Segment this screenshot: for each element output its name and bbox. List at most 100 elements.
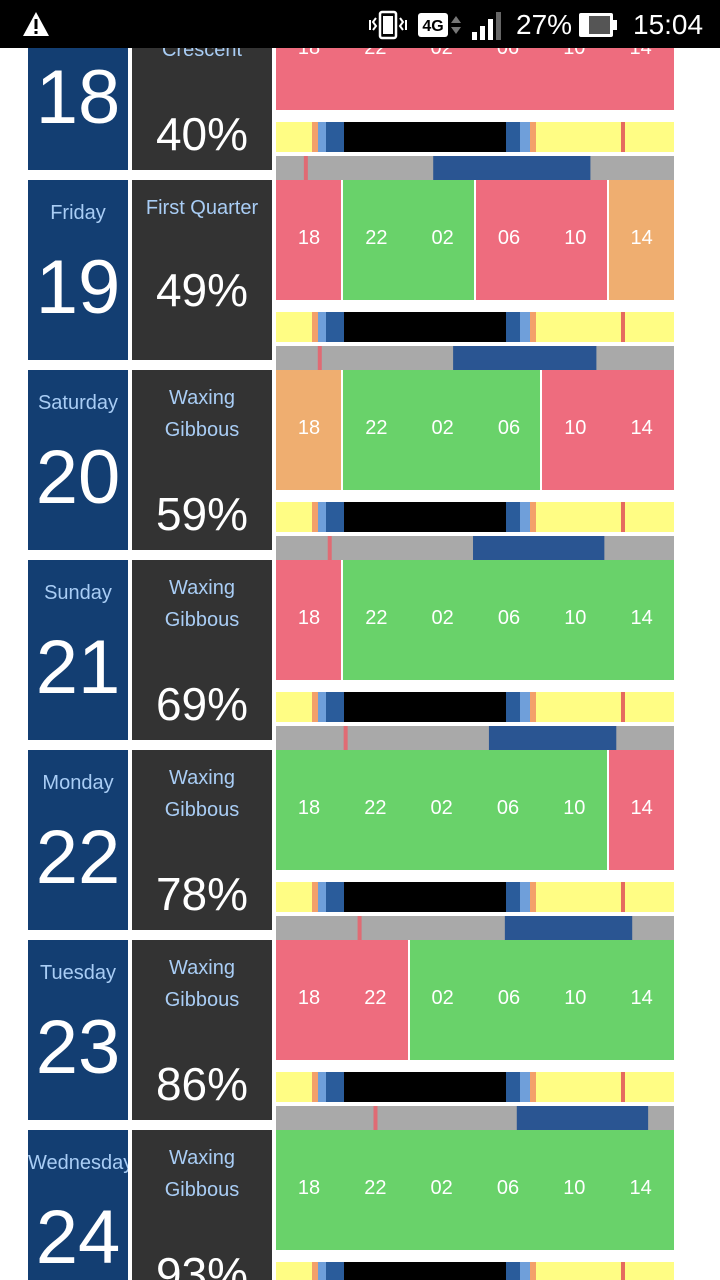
moon-visibility-bar bbox=[276, 916, 674, 940]
rating-block-orange[interactable]: 14 bbox=[608, 180, 674, 300]
rating-block-red[interactable]: 18 bbox=[276, 560, 342, 680]
rating-block-red[interactable]: 06 10 bbox=[475, 180, 607, 300]
hour-label: 14 bbox=[630, 797, 653, 819]
day-row[interactable]: Tuesday 23 Waxing Gibbous 86% 18 22 02 06 10 14 bbox=[0, 940, 720, 1130]
moonrise-marker bbox=[357, 916, 362, 940]
daylight-bar bbox=[276, 882, 674, 912]
hour-label: 10 bbox=[564, 417, 587, 439]
dawn-segment bbox=[506, 692, 520, 722]
warning-icon bbox=[23, 12, 49, 36]
hour-ratings[interactable]: 18 22 02 06 10 14 bbox=[276, 1130, 674, 1250]
hour-label: 22 bbox=[364, 1177, 387, 1199]
twilight-segment bbox=[326, 1072, 344, 1102]
hour-ratings[interactable]: 18 22 02 06 10 14 bbox=[276, 940, 674, 1060]
day-row[interactable]: Saturday 20 Waxing Gibbous 59% 18 22 02 06 10 14 bbox=[0, 370, 720, 560]
moonrise-marker bbox=[343, 726, 348, 750]
day-cell: Sunday 21 bbox=[28, 560, 128, 740]
hour-ratings[interactable]: 18 22 02 06 10 14 bbox=[276, 180, 674, 300]
hour-label: 02 bbox=[430, 797, 453, 819]
hour-label: 18 bbox=[297, 797, 321, 819]
moon-visibility-bar bbox=[276, 1106, 674, 1130]
day-date: 21 bbox=[35, 625, 121, 710]
hour-label: 10 bbox=[563, 1177, 586, 1199]
day-row[interactable]: Monday 22 Waxing Gibbous 78% 18 22 02 06 10 14 bbox=[0, 750, 720, 940]
moon-up-segment bbox=[516, 1106, 649, 1130]
forecast-list-content: Thursday18WaxingCrescent40%182202061014F… bbox=[0, 48, 720, 1280]
hour-label: 14 bbox=[629, 1177, 652, 1199]
hour-label: 02 bbox=[431, 227, 454, 249]
moon-illumination: 86% bbox=[155, 1058, 249, 1110]
daylight-bar bbox=[276, 502, 674, 532]
dawn-light-segment bbox=[520, 1262, 530, 1280]
hour-label: 18 bbox=[297, 607, 321, 629]
rating-block-green[interactable]: 18 22 02 06 10 bbox=[276, 750, 607, 870]
dawn-segment bbox=[506, 122, 520, 152]
moonrise-marker bbox=[317, 346, 322, 370]
sunset-marker bbox=[312, 502, 318, 532]
rating-block-red[interactable]: 14 bbox=[608, 750, 674, 870]
moon-illumination: 78% bbox=[155, 868, 249, 920]
sunrise-marker bbox=[530, 502, 536, 532]
rating-block-green[interactable]: 18 22 02 06 10 14 bbox=[276, 1130, 674, 1250]
hour-label: 18 bbox=[297, 48, 321, 59]
dusk-segment bbox=[318, 1072, 328, 1102]
battery-percent: 27% bbox=[516, 9, 573, 40]
sunset-marker bbox=[312, 122, 318, 152]
rating-block-red[interactable]: 10 14 bbox=[542, 370, 674, 490]
noon-marker bbox=[621, 122, 625, 152]
rating-block-green[interactable]: 22 02 06 bbox=[343, 370, 541, 490]
noon-marker bbox=[621, 692, 625, 722]
hour-label: 06 bbox=[497, 607, 521, 629]
hour-ratings[interactable]: 18 22 02 06 10 14 bbox=[276, 560, 674, 680]
sunset-marker bbox=[312, 882, 318, 912]
night-segment bbox=[344, 692, 506, 722]
rating-block-red[interactable]: 18 22 bbox=[276, 940, 408, 1060]
day-name: Saturday bbox=[37, 392, 119, 414]
hour-label: 18 bbox=[297, 227, 321, 249]
moon-visibility-bar bbox=[276, 346, 674, 370]
hour-ratings[interactable]: 18 22 02 06 10 14 bbox=[276, 370, 674, 490]
hour-label: 14 bbox=[630, 227, 653, 249]
noon-marker bbox=[621, 502, 625, 532]
hour-label: 06 bbox=[497, 227, 521, 249]
dawn-light-segment bbox=[520, 692, 530, 722]
hour-ratings[interactable]: 18 22 02 06 10 14 bbox=[276, 750, 674, 870]
hour-label: 14 bbox=[630, 987, 653, 1009]
day-row[interactable]: Wednesday 24 Waxing Gibbous 93% 18 22 02 06 10 14 bbox=[0, 1130, 720, 1280]
dusk-segment bbox=[318, 122, 328, 152]
day-row[interactable]: Friday 19 First Quarter 49% 18 22 02 06 10 14 bbox=[0, 180, 720, 370]
twilight-segment bbox=[326, 1262, 344, 1280]
night-segment bbox=[344, 1262, 506, 1280]
night-segment bbox=[344, 122, 506, 152]
day-cell: Friday 19 bbox=[28, 180, 128, 360]
daylight-bar bbox=[276, 1072, 674, 1102]
dusk-segment bbox=[318, 1262, 328, 1280]
clock: 15:04 bbox=[633, 9, 704, 40]
rating-block-red[interactable]: 18 bbox=[276, 180, 342, 300]
hour-label: 10 bbox=[563, 797, 586, 819]
day-cell: Monday 22 bbox=[28, 750, 128, 930]
daylight-bar bbox=[276, 692, 674, 722]
day-row[interactable]: Sunday 21 Waxing Gibbous 69% 18 22 02 06 10 14 bbox=[0, 560, 720, 750]
rating-block-orange[interactable]: 18 bbox=[276, 370, 342, 490]
sunset-marker bbox=[312, 312, 318, 342]
day-date: 19 bbox=[35, 245, 121, 330]
vibrate-icon bbox=[369, 10, 407, 40]
rating-block-green[interactable]: 02 06 10 14 bbox=[409, 940, 674, 1060]
moon-phase-label: Waxing bbox=[169, 387, 235, 409]
moon-phase-cell: Waxing Gibbous 93% bbox=[132, 1130, 272, 1280]
sunrise-marker bbox=[530, 1262, 536, 1280]
day-date: 23 bbox=[35, 1005, 121, 1090]
moon-phase-label: Gibbous bbox=[164, 989, 240, 1011]
forecast-list[interactable]: Thursday18WaxingCrescent40%182202061014F… bbox=[0, 48, 720, 1280]
sunset-marker bbox=[312, 692, 318, 722]
hour-label: 22 bbox=[364, 987, 387, 1009]
rating-block-green[interactable]: 22 02 06 10 14 bbox=[343, 560, 674, 680]
moon-visibility-bar bbox=[276, 156, 674, 180]
rating-block-green[interactable]: 22 02 bbox=[343, 180, 474, 300]
moon-up-segment bbox=[433, 156, 591, 180]
rating-block-red[interactable]: 18 22 02 06 10 14 bbox=[276, 48, 674, 110]
sunrise-marker bbox=[530, 882, 536, 912]
hour-ratings[interactable]: 18 22 02 06 10 14 bbox=[276, 48, 674, 110]
